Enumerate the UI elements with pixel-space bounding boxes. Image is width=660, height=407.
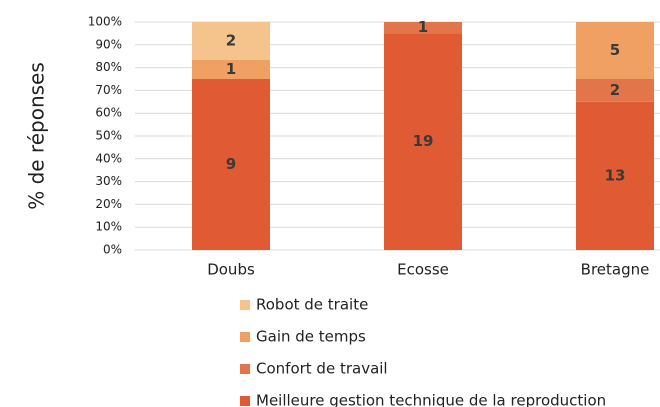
legend-label: Gain de temps: [256, 328, 366, 346]
x-tick-label: Ecosse: [397, 261, 449, 279]
y-axis-label: % de réponses: [25, 62, 49, 210]
y-tick-label: 30%: [95, 174, 122, 188]
data-label: 1: [418, 18, 428, 36]
bar-segment: [576, 101, 654, 250]
y-tick-label: 10%: [95, 220, 122, 234]
data-label: 1: [226, 60, 236, 78]
data-label: 5: [610, 41, 620, 59]
legend-label: Confort de travail: [256, 360, 388, 378]
legend-swatch: [240, 300, 250, 310]
legend-swatch: [240, 332, 250, 342]
data-label: 19: [413, 132, 434, 150]
bar-segment: [192, 22, 270, 61]
y-tick-label: 60%: [95, 106, 122, 120]
bar-segment: [384, 33, 462, 251]
y-tick-label: 90%: [95, 37, 122, 51]
y-tick-label: 100%: [88, 15, 122, 29]
bar-segment: [192, 60, 270, 79]
bar-segment: [576, 22, 654, 79]
y-tick-label: 50%: [95, 129, 122, 143]
legend-label: Robot de traite: [256, 296, 368, 314]
data-label: 2: [610, 81, 620, 99]
bar-segment: [192, 79, 270, 250]
y-tick-label: 80%: [95, 60, 122, 74]
legend-label: Meilleure gestion technique de la reprod…: [256, 392, 606, 407]
data-label: 2: [226, 32, 236, 50]
data-label: 9: [226, 155, 236, 173]
legend-swatch: [240, 364, 250, 374]
x-tick-label: Bretagne: [581, 261, 650, 279]
y-tick-label: 70%: [95, 83, 122, 97]
legend-swatch: [240, 396, 250, 406]
data-label: 13: [605, 166, 626, 184]
bar-segment: [384, 22, 462, 34]
y-tick-label: 20%: [95, 197, 122, 211]
y-tick-label: 0%: [103, 243, 122, 257]
y-tick-label: 40%: [95, 151, 122, 165]
bar-segment: [576, 79, 654, 102]
x-tick-label: Doubs: [207, 261, 255, 279]
